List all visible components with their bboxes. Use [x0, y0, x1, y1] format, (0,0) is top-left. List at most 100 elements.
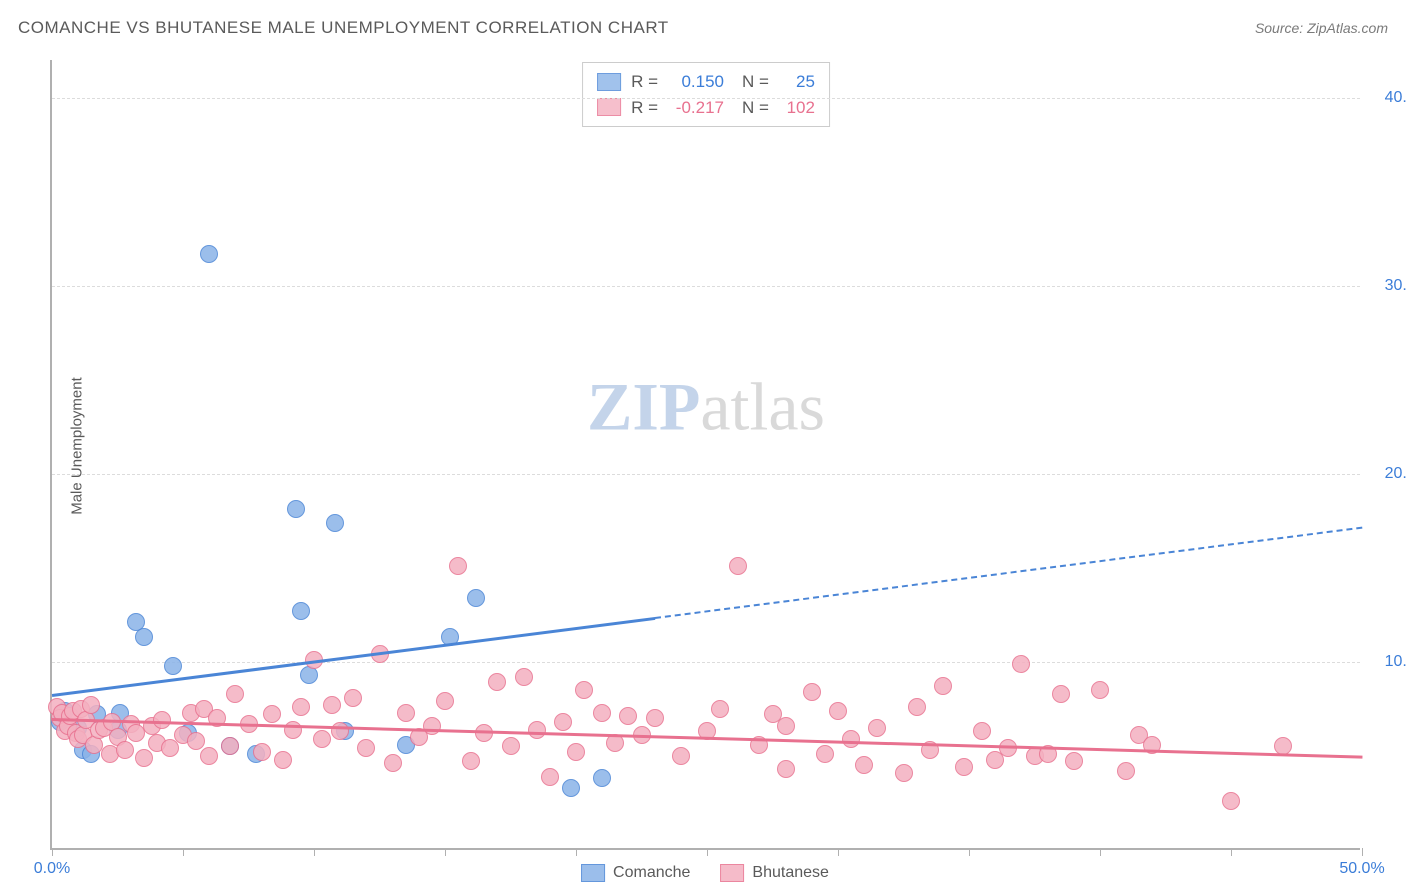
data-point [855, 756, 873, 774]
plot-container: ZIPatlas R =0.150N =25R =-0.217N =102 10… [50, 60, 1360, 850]
data-point [263, 705, 281, 723]
data-point [672, 747, 690, 765]
y-tick-label: 30.0% [1370, 277, 1406, 295]
legend-label: Bhutanese [752, 864, 829, 882]
watermark: ZIPatlas [587, 367, 825, 446]
data-point [164, 657, 182, 675]
data-point [397, 704, 415, 722]
data-point [135, 628, 153, 646]
data-point [467, 589, 485, 607]
data-point [729, 557, 747, 575]
stats-r-value: 0.150 [668, 69, 724, 95]
data-point [221, 737, 239, 755]
data-point [200, 747, 218, 765]
x-tick [576, 848, 577, 856]
data-point [908, 698, 926, 716]
data-point [284, 721, 302, 739]
stats-row: R = 0.150 N = 25 [597, 69, 815, 95]
data-point [1222, 792, 1240, 810]
data-point [575, 681, 593, 699]
header: COMANCHE VS BHUTANESE MALE UNEMPLOYMENT … [18, 18, 1388, 38]
data-point [528, 721, 546, 739]
gridline [52, 474, 1360, 475]
x-tick [1100, 848, 1101, 856]
data-point [357, 739, 375, 757]
data-point [187, 732, 205, 750]
stats-swatch [597, 98, 621, 116]
data-point [323, 696, 341, 714]
x-tick [838, 848, 839, 856]
y-tick-label: 10.0% [1370, 653, 1406, 671]
data-point [777, 717, 795, 735]
data-point [292, 698, 310, 716]
data-point [999, 739, 1017, 757]
x-tick [52, 848, 53, 856]
data-point [1117, 762, 1135, 780]
data-point [344, 689, 362, 707]
data-point [384, 754, 402, 772]
stats-n-label: N = [742, 69, 769, 95]
data-point [226, 685, 244, 703]
plot-area: ZIPatlas R =0.150N =25R =-0.217N =102 10… [50, 60, 1360, 850]
data-point [562, 779, 580, 797]
x-tick [1231, 848, 1232, 856]
data-point [488, 673, 506, 691]
legend-item: Bhutanese [720, 864, 829, 882]
data-point [567, 743, 585, 761]
data-point [955, 758, 973, 776]
data-point [116, 741, 134, 759]
data-point [554, 713, 572, 731]
x-tick-label: 50.0% [1339, 860, 1384, 878]
data-point [646, 709, 664, 727]
data-point [593, 769, 611, 787]
data-point [449, 557, 467, 575]
data-point [868, 719, 886, 737]
watermark-zip: ZIP [587, 368, 700, 444]
data-point [274, 751, 292, 769]
x-tick-label: 0.0% [34, 860, 70, 878]
data-point [1012, 655, 1030, 673]
data-point [436, 692, 454, 710]
data-point [515, 668, 533, 686]
y-tick-label: 40.0% [1370, 89, 1406, 107]
data-point [593, 704, 611, 722]
data-point [973, 722, 991, 740]
data-point [82, 696, 100, 714]
data-point [292, 602, 310, 620]
data-point [842, 730, 860, 748]
data-point [502, 737, 520, 755]
correlation-stats-box: R =0.150N =25R =-0.217N =102 [582, 62, 830, 127]
chart-title: COMANCHE VS BHUTANESE MALE UNEMPLOYMENT … [18, 18, 669, 38]
legend-item: Comanche [581, 864, 690, 882]
x-tick [1362, 848, 1363, 856]
data-point [313, 730, 331, 748]
trend-line [654, 526, 1362, 618]
data-point [326, 514, 344, 532]
legend-swatch [720, 864, 744, 882]
data-point [1052, 685, 1070, 703]
data-point [253, 743, 271, 761]
watermark-atlas: atlas [700, 368, 825, 444]
data-point [895, 764, 913, 782]
source-label: Source: ZipAtlas.com [1255, 20, 1388, 36]
gridline [52, 98, 1360, 99]
data-point [135, 749, 153, 767]
data-point [816, 745, 834, 763]
x-tick [707, 848, 708, 856]
data-point [287, 500, 305, 518]
data-point [462, 752, 480, 770]
data-point [423, 717, 441, 735]
legend-label: Comanche [613, 864, 690, 882]
data-point [803, 683, 821, 701]
data-point [711, 700, 729, 718]
data-point [619, 707, 637, 725]
gridline [52, 662, 1360, 663]
stats-r-label: R = [631, 69, 658, 95]
x-tick [314, 848, 315, 856]
x-tick [183, 848, 184, 856]
legend-swatch [581, 864, 605, 882]
gridline [52, 286, 1360, 287]
y-tick-label: 20.0% [1370, 465, 1406, 483]
data-point [541, 768, 559, 786]
stats-n-value: 25 [779, 69, 815, 95]
